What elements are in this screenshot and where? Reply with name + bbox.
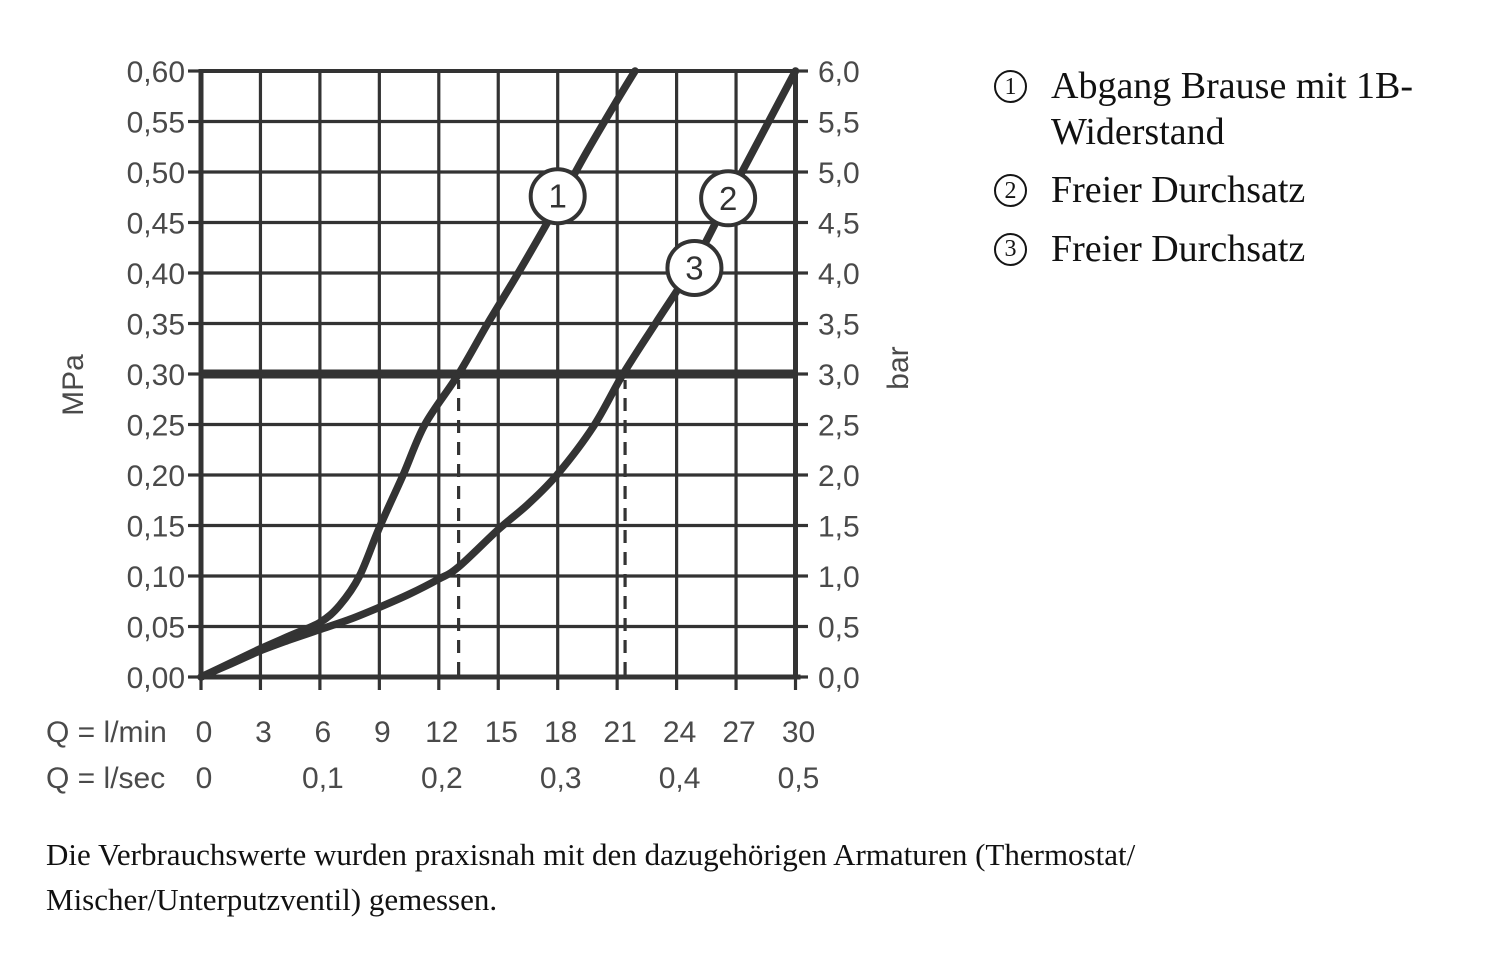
curve-marker-circle-1 — [528, 167, 587, 226]
x-axis-lmin-tick-label: 27 — [722, 716, 755, 749]
y-axis-right-tick-label: 5,5 — [818, 107, 860, 140]
curve-marker-circle-3 — [665, 238, 724, 297]
y-axis-right-tick-label: 0,5 — [818, 612, 860, 645]
x-axis-lmin-tick-label: 21 — [603, 716, 636, 749]
x-axis-lmin-tick-label: 12 — [425, 716, 458, 749]
x-axis-lsec-tick-label: 0,5 — [778, 762, 820, 795]
frame-layer — [188, 69, 808, 690]
legend-label-2: Freier Durchsatz — [1051, 169, 1306, 212]
legend-number: 2 — [1004, 177, 1017, 204]
legend-label-3: Freier Durchsatz — [1051, 227, 1306, 270]
x-axis-lsec-tick-label: 0,2 — [421, 762, 463, 795]
y-axis-left-tick-label: 0,10 — [127, 561, 185, 594]
y-axis-right-tick-label: 4,0 — [818, 258, 860, 291]
flow-chart: 0,000,050,100,150,200,250,300,350,400,45… — [46, 56, 915, 795]
y-axis-left-tick-label: 0,05 — [127, 612, 185, 645]
legend-number: 1 — [1004, 73, 1017, 100]
x-axis-secondary-unit: Q = l/sec — [46, 762, 165, 795]
y-axis-right-tick-label: 2,5 — [818, 410, 860, 443]
x-axis-lmin-tick-label: 24 — [663, 716, 696, 749]
y-axis-right-tick-label: 0,0 — [818, 662, 860, 695]
legend-item-3: 3 Freier Durchsatz — [994, 227, 1474, 273]
y-axis-right-tick-label: 4,5 — [818, 208, 860, 241]
y-axis-left-tick-label: 0,50 — [127, 157, 185, 190]
x-axis-lsec-tick-label: 0,3 — [540, 762, 582, 795]
y-axis-right-title: bar — [882, 346, 915, 389]
curve-marker-number-1: 1 — [549, 178, 567, 215]
x-axis-lmin-tick-label: 6 — [315, 716, 332, 749]
curve-markers-layer: 1 23 — [528, 167, 758, 297]
tick-labels-layer: 0,000,050,100,150,200,250,300,350,400,45… — [127, 56, 860, 795]
y-axis-left-tick-label: 0,20 — [127, 460, 185, 493]
y-axis-left-tick-label: 0,60 — [127, 56, 185, 89]
y-axis-right-tick-label: 3,0 — [818, 359, 860, 392]
legend-number: 3 — [1004, 236, 1017, 263]
reference-layer — [201, 369, 796, 675]
x-axis-lmin-tick-label: 3 — [255, 716, 272, 749]
legend-circled-number-2: 2 — [994, 174, 1027, 208]
x-axis-lmin-tick-label: 15 — [485, 716, 518, 749]
legend-circled-number-1: 1 — [994, 70, 1027, 103]
x-axis-lsec-tick-label: 0,4 — [659, 762, 701, 795]
x-axis-lsec-tick-label: 0,1 — [302, 762, 344, 795]
y-axis-left-tick-label: 0,00 — [127, 662, 185, 695]
y-axis-right-tick-label: 6,0 — [818, 56, 860, 89]
y-axis-left-title: MPa — [57, 354, 90, 416]
y-axis-right-tick-label: 1,5 — [818, 511, 860, 544]
legend-label-1: Abgang Brause mit 1B- Widerstand — [1051, 65, 1414, 153]
curve-marker-circle-2 — [699, 169, 758, 228]
y-axis-left-tick-label: 0,25 — [127, 410, 185, 443]
x-axis-lmin-tick-label: 9 — [374, 716, 391, 749]
y-axis-left-tick-label: 0,40 — [127, 258, 185, 291]
y-axis-right-tick-label: 5,0 — [818, 157, 860, 190]
y-axis-right-tick-label: 1,0 — [818, 561, 860, 594]
footnote-line2: Mischer/Unterputzventil) gemessen. — [46, 881, 498, 917]
y-axis-left-tick-label: 0,55 — [127, 107, 185, 140]
y-axis-left-tick-label: 0,35 — [127, 309, 185, 342]
legend: 1 Abgang Brause mit 1B- Widerstand 2 Fre… — [994, 64, 1474, 272]
legend-circled-number-3: 3 — [994, 232, 1027, 266]
legend-item-1: 1 Abgang Brause mit 1B- Widerstand — [994, 64, 1474, 155]
curve-marker-number-3: 3 — [685, 249, 703, 286]
y-axis-left-tick-label: 0,15 — [127, 511, 185, 544]
y-axis-right-tick-label: 2,0 — [818, 460, 860, 493]
y-axis-right-tick-label: 3,5 — [818, 309, 860, 342]
legend-item-2: 2 Freier Durchsatz — [994, 168, 1474, 214]
x-axis-lsec-tick-label: 0 — [196, 762, 213, 795]
footnote: Die Verbrauchswerte wurden praxisnah mit… — [46, 833, 1306, 923]
x-axis-lmin-tick-label: 18 — [544, 716, 577, 749]
x-axis-lmin-tick-label: 30 — [782, 716, 815, 749]
y-axis-left-tick-label: 0,30 — [127, 359, 185, 392]
footnote-line1: Die Verbrauchswerte wurden praxisnah mit… — [46, 837, 1136, 872]
y-axis-left-tick-label: 0,45 — [127, 208, 185, 241]
x-axis-lmin-tick-label: 0 — [196, 716, 213, 749]
curve-marker-number-2: 2 — [719, 180, 737, 217]
x-axis-primary-unit: Q = l/min — [46, 716, 167, 749]
